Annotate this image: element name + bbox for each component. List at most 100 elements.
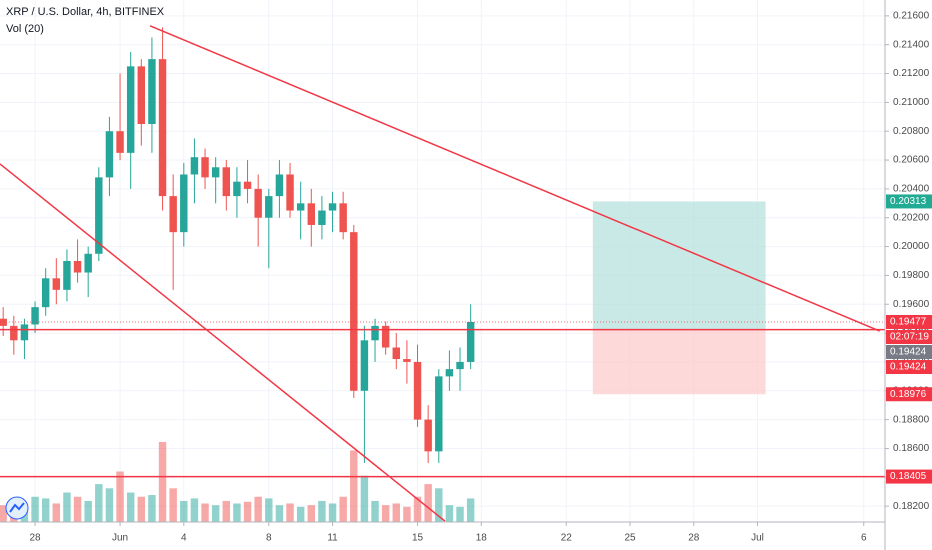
- candle-body: [73, 261, 82, 273]
- volume-bar: [137, 496, 146, 522]
- candle-body: [466, 321, 475, 362]
- candle-body: [95, 177, 103, 254]
- candle-body: [392, 347, 401, 360]
- y-tick-label: 0.20600: [893, 155, 930, 166]
- volume-bar: [286, 503, 294, 522]
- candle-body: [318, 210, 326, 225]
- volume-bar: [222, 500, 231, 522]
- x-tick-label: 25: [624, 533, 636, 544]
- candle-body: [286, 174, 294, 211]
- volume-bar: [339, 496, 347, 522]
- y-tick-label: 0.20400: [893, 184, 930, 195]
- candle-body: [41, 278, 50, 308]
- position: [592, 201, 766, 395]
- volume: [0, 442, 475, 522]
- volume-bar: [201, 503, 209, 522]
- candle-body: [243, 181, 252, 189]
- x-tick-label: 22: [561, 533, 573, 544]
- price-tag-bg: [886, 314, 932, 329]
- volume-bar: [105, 488, 114, 522]
- trend-line: [0, 163, 446, 522]
- candle-body: [84, 253, 92, 273]
- candle-body: [456, 361, 464, 370]
- volume-bar: [360, 475, 369, 522]
- volume-bar: [456, 506, 464, 522]
- price-tag-bg: [886, 359, 932, 374]
- y-tick-label: 0.19600: [893, 299, 930, 310]
- candle-body: [148, 59, 156, 125]
- candle-body: [190, 157, 199, 175]
- candle-body: [307, 203, 316, 225]
- volume-bar: [413, 496, 422, 522]
- loss-zone: [592, 329, 766, 395]
- candle-body: [10, 325, 18, 341]
- candle-body: [158, 59, 167, 197]
- y-tick-label: 0.21200: [893, 68, 930, 79]
- volume-bar: [435, 488, 443, 522]
- drawings: [0, 25, 885, 522]
- candle-body: [20, 324, 29, 341]
- price-tag-bg: [886, 194, 932, 209]
- volume-title: Vol (20): [6, 23, 44, 35]
- volume-bar: [328, 503, 337, 522]
- volume-bar: [41, 498, 50, 522]
- x-tick-label: Jul: [751, 533, 764, 544]
- candle-body: [296, 203, 305, 211]
- volume-bar: [466, 498, 475, 522]
- volume-bar: [31, 496, 39, 522]
- volume-bar: [371, 500, 379, 522]
- price-tag: 02:07:19: [890, 332, 929, 343]
- candles: [0, 27, 475, 463]
- y-tick-label: 0.20200: [893, 212, 930, 223]
- candle-body: [435, 376, 443, 452]
- candle-body: [180, 174, 188, 233]
- volume-bar: [445, 505, 454, 522]
- candle-body: [222, 167, 231, 197]
- volume-bar: [243, 501, 252, 522]
- candle-body: [126, 66, 135, 153]
- candle-body: [169, 196, 177, 233]
- y-tick-label: 0.20800: [893, 126, 930, 137]
- volume-bar: [265, 498, 273, 522]
- price-tag: 0.18405: [890, 471, 927, 482]
- candle-body: [424, 419, 432, 452]
- candle-body: [403, 359, 411, 362]
- logo: [5, 496, 29, 520]
- volume-bar: [148, 495, 156, 522]
- y-tick-label: 0.20000: [893, 241, 930, 252]
- grid: [0, 0, 885, 522]
- candle-body: [328, 203, 337, 211]
- profit-zone: [592, 201, 766, 330]
- volume-bar: [63, 492, 71, 522]
- candle-body: [254, 188, 262, 218]
- x-tick-label: 6: [861, 533, 867, 544]
- candle-body: [116, 131, 124, 153]
- candle-body: [381, 325, 390, 348]
- price-tags: 0.20313 0.19477 02:07:19 0.19424 0.19424 0.18…: [886, 194, 932, 484]
- volume-bar: [254, 496, 262, 522]
- x-tick-label: 4: [181, 533, 187, 544]
- x-tick-label: 28: [29, 533, 41, 544]
- y-tick-label: 0.18800: [893, 414, 930, 425]
- price-tag: 0.20313: [890, 196, 927, 207]
- volume-bar: [403, 506, 411, 522]
- volume-bar: [275, 505, 284, 522]
- y-tick-label: 0.21000: [893, 97, 930, 108]
- y-tick-label: 0.19800: [893, 270, 930, 281]
- candle-body: [265, 196, 273, 218]
- volume-bar: [95, 484, 103, 522]
- candle-body: [371, 325, 379, 341]
- volume-bar: [211, 505, 220, 522]
- chart-title: XRP / U.S. Dollar, 4h, BITFINEX: [6, 6, 165, 18]
- volume-bar: [158, 442, 167, 522]
- candle-body: [413, 361, 422, 420]
- volume-bar: [190, 498, 199, 522]
- candle-body: [52, 278, 61, 290]
- y-tick-label: 0.21600: [893, 11, 930, 22]
- x-tick-label: Jun: [112, 533, 128, 544]
- candle-body: [137, 66, 146, 125]
- price-tag-bg: [886, 344, 932, 359]
- candle-body: [360, 340, 369, 391]
- price-tag-bg: [886, 329, 932, 344]
- y-tick-label: 0.18200: [893, 501, 930, 512]
